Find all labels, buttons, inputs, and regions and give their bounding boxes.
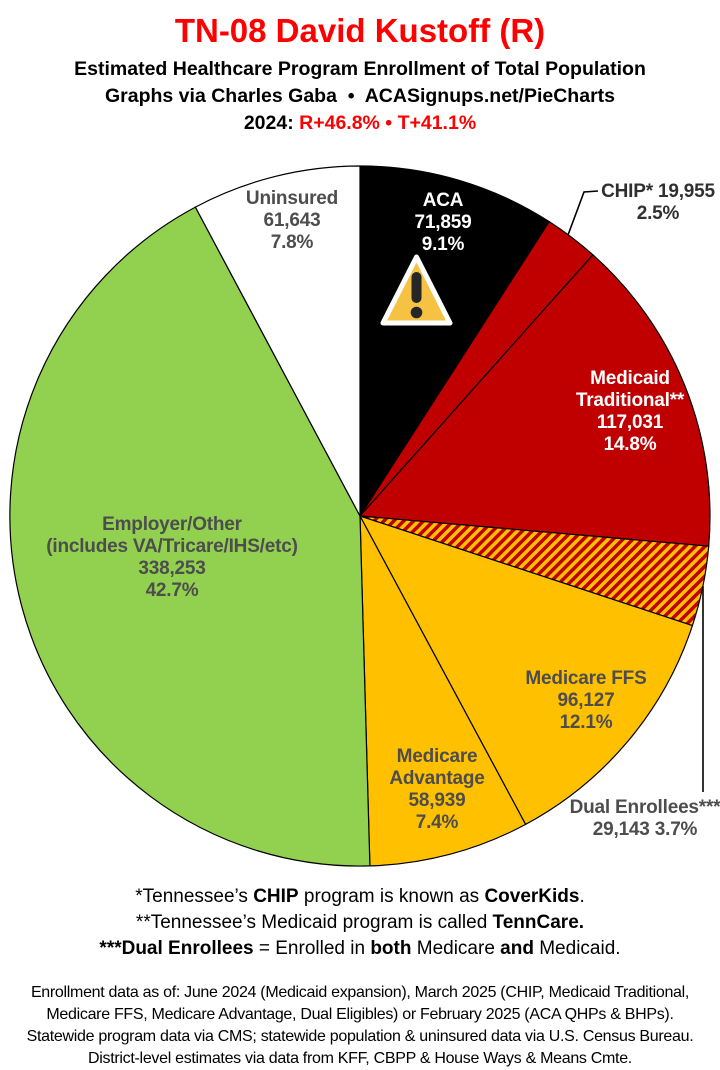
pie-chart [9, 165, 711, 867]
label-dual-enrollees: Dual Enrollees*** 29,143 3.7% [545, 797, 720, 841]
lean-r-value: R+46.8% [299, 112, 380, 134]
label-line: 9.1% [421, 234, 465, 255]
label-line: 117,031 [596, 412, 664, 433]
footnote-text: CHIP [253, 886, 299, 907]
pie-slice-uninsured [194, 165, 361, 517]
label-medicare-ffs: Medicare FFS 96,127 12.1% [501, 668, 671, 734]
source-line: Medicare FFS, Medicare Advantage, Dual E… [46, 1006, 674, 1023]
footnote-tenncare: **Tennessee’s Medicaid program is called… [0, 910, 720, 936]
label-line: 58,939 [408, 790, 466, 811]
source-line: Enrollment data as of: June 2024 (Medica… [30, 984, 690, 1001]
label-line: Dual Enrollees*** [569, 797, 720, 818]
footnote-text: program is known as [298, 886, 485, 907]
footnote-text: CoverKids [484, 886, 580, 907]
label-line: Traditional** [575, 390, 685, 411]
label-medicaid-traditional: Medicaid Traditional** 117,031 14.8% [540, 368, 720, 456]
label-line: Medicaid [590, 368, 670, 389]
footnote-text: both [370, 938, 412, 959]
footnote-text: Medicaid. [533, 938, 621, 959]
page-title: TN-08 David Kustoff (R) [174, 12, 546, 49]
label-line: ACA [422, 190, 464, 211]
label-line: CHIP* 19,955 [601, 181, 715, 202]
footnote-text: . [579, 886, 585, 907]
label-aca: ACA 71,859 9.1% [373, 190, 513, 256]
pie-slice-medicare-ffs [358, 514, 694, 826]
partisan-lean-line: 2024: R+46.8% • T+41.1% [0, 111, 720, 136]
footnote-text: and [500, 938, 534, 959]
label-line: 61,643 [263, 210, 321, 231]
label-medicare-advantage: Medicare Advantage 58,939 7.4% [357, 746, 517, 834]
footnote-text: ***Dual Enrollees [99, 938, 254, 959]
footnotes: *Tennessee’s CHIP program is known as Co… [0, 884, 720, 962]
label-line: 7.4% [415, 812, 459, 833]
pie-slice-aca [359, 165, 551, 519]
source-line: Statewide program data via CMS; statewid… [26, 1028, 694, 1045]
label-employer-other: Employer/Other (includes VA/Tricare/IHS/… [22, 514, 322, 602]
data-source-note: Enrollment data as of: June 2024 (Medica… [0, 982, 720, 1070]
label-chip: CHIP* 19,955 2.5% [573, 181, 720, 225]
footnote-text: TennCare. [492, 912, 585, 933]
footnote-chip: *Tennessee’s CHIP program is known as Co… [0, 884, 720, 910]
pie-slice-medicaid-traditional [358, 253, 711, 547]
lean-separator-bullet: • [379, 112, 398, 134]
chart-credit: Graphs via Charles Gaba • ACASignups.net… [105, 85, 615, 107]
label-line: 7.8% [270, 232, 314, 253]
pie-slice-medicare-advantage [359, 515, 527, 867]
chart-subtitle: Estimated Healthcare Program Enrollment … [74, 58, 646, 80]
label-line: 96,127 [557, 690, 615, 711]
warning-icon [380, 254, 453, 326]
label-line: 29,143 3.7% [592, 819, 698, 840]
label-line: 338,253 [138, 558, 206, 579]
label-uninsured: Uninsured 61,643 7.8% [207, 188, 377, 254]
label-line: 2.5% [636, 203, 680, 224]
label-line: (includes VA/Tricare/IHS/etc) [46, 536, 298, 557]
label-line: 42.7% [145, 580, 199, 601]
label-line: 12.1% [559, 712, 613, 733]
label-line: Medicare FFS [525, 668, 647, 689]
footnote-text: **Tennessee’s Medicaid program is called [135, 912, 493, 933]
footnote-dual: ***Dual Enrollees = Enrolled in both Med… [0, 936, 720, 962]
source-line: District-level estimates via data from K… [88, 1050, 632, 1067]
lean-year-label: 2024: [243, 112, 300, 134]
lean-t-value: T+41.1% [397, 112, 477, 134]
pie-slice-employer-other [9, 206, 371, 867]
label-line: Uninsured [245, 188, 339, 209]
footnote-text: *Tennessee’s [135, 886, 254, 907]
footnote-text: Medicare [411, 938, 501, 959]
label-line: Employer/Other [102, 514, 242, 535]
chip-leader-line [567, 190, 599, 236]
label-line: Medicare [396, 746, 478, 767]
label-line: 14.8% [603, 434, 657, 455]
label-line: Advantage [389, 768, 485, 789]
footnote-text: = Enrolled in [253, 938, 371, 959]
label-line: 71,859 [414, 212, 472, 233]
